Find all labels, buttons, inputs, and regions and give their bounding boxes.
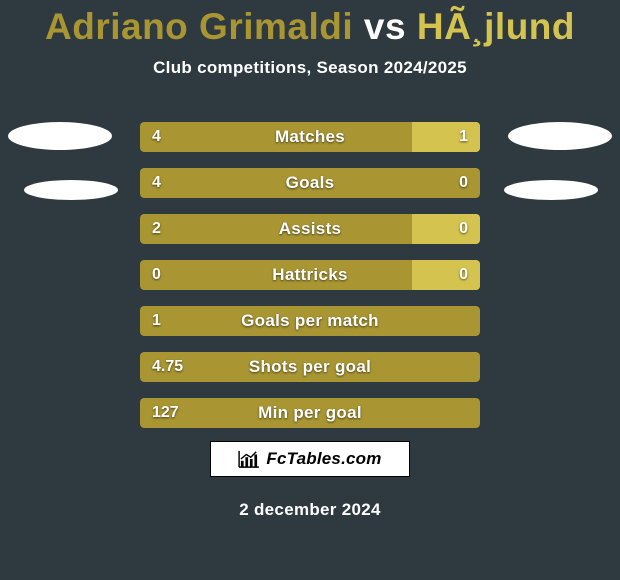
bar-label: Hattricks [140,260,480,290]
subtitle: Club competitions, Season 2024/2025 [0,58,620,78]
comparison-bars: 41Matches 40Goals 20Assists 00Hattricks 1Goa… [140,122,480,444]
bar-label: Min per goal [140,398,480,428]
title-vs: vs [353,6,417,47]
avatar-right-shape-2 [504,180,598,200]
bar-row: 4.75Shots per goal [140,352,480,382]
bar-row: 20Assists [140,214,480,244]
bar-row: 00Hattricks [140,260,480,290]
bar-row: 41Matches [140,122,480,152]
page-title: Adriano Grimaldi vs HÃ¸jlund [0,0,620,48]
title-player-left: Adriano Grimaldi [45,6,353,47]
footer-date: 2 december 2024 [0,500,620,520]
avatar-right-shape-1 [508,122,612,150]
bar-label: Goals [140,168,480,198]
chart-icon [238,450,260,468]
brand-text: FcTables.com [266,449,381,469]
bar-label: Assists [140,214,480,244]
brand-badge: FcTables.com [210,441,410,477]
avatar-left-shape-1 [8,122,112,150]
bar-row: 40Goals [140,168,480,198]
avatar-left-shape-2 [24,180,118,200]
bar-row: 127Min per goal [140,398,480,428]
bar-label: Shots per goal [140,352,480,382]
comparison-card: Adriano Grimaldi vs HÃ¸jlund Club compet… [0,0,620,580]
bar-label: Goals per match [140,306,480,336]
bar-label: Matches [140,122,480,152]
title-player-right: HÃ¸jlund [417,6,575,47]
bar-row: 1Goals per match [140,306,480,336]
